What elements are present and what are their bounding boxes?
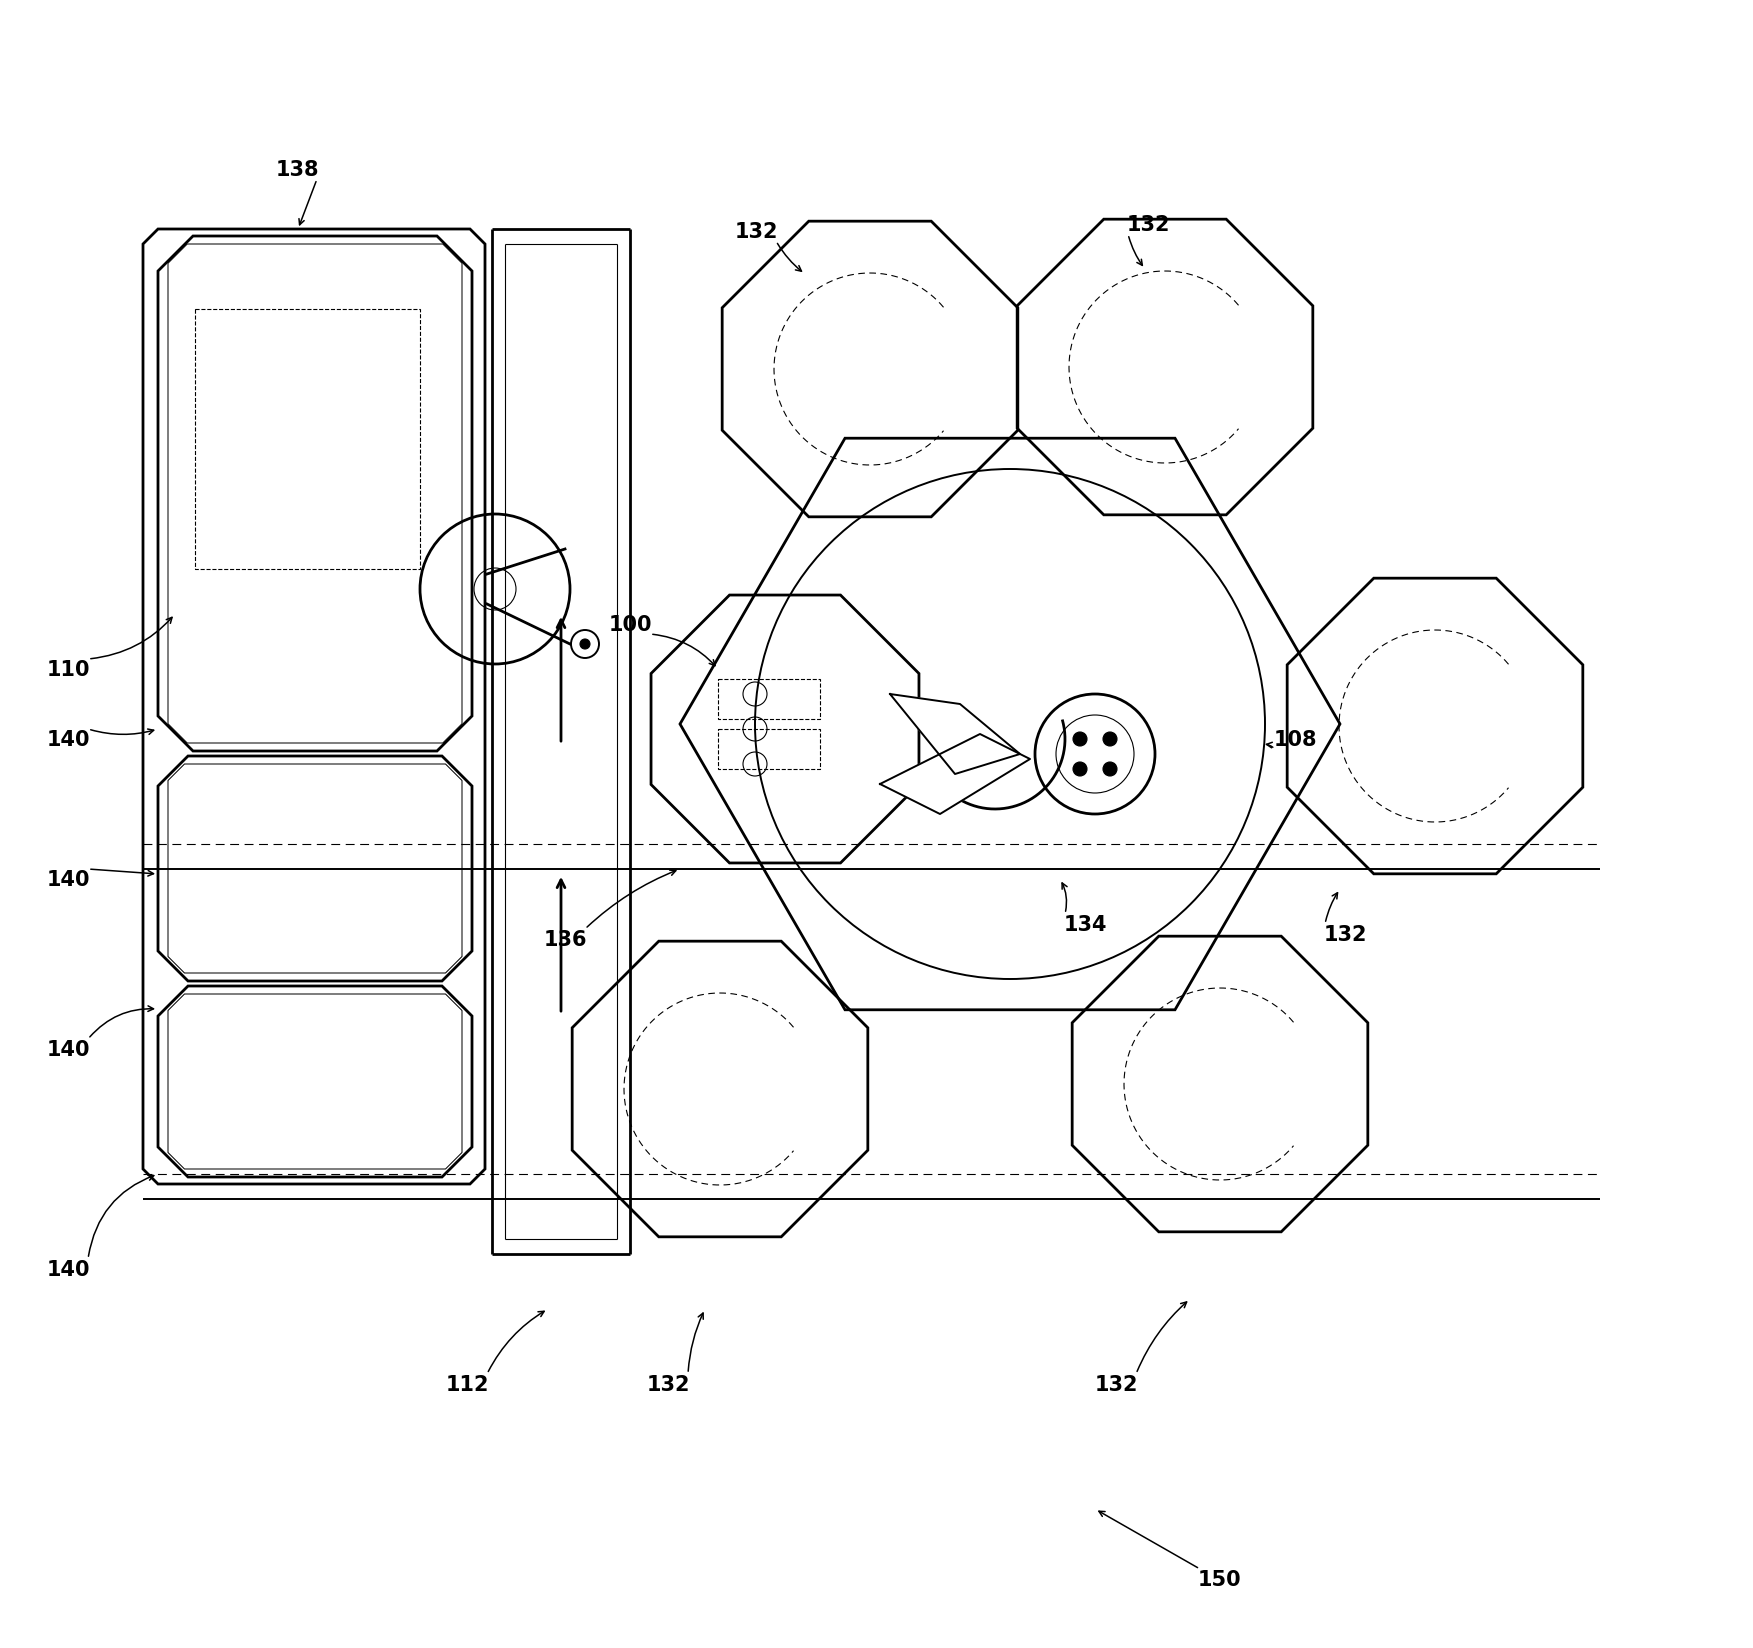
Circle shape bbox=[1073, 733, 1087, 747]
Text: 140: 140 bbox=[46, 1259, 89, 1279]
Circle shape bbox=[1073, 763, 1087, 776]
Text: 132: 132 bbox=[647, 1374, 689, 1394]
Text: 108: 108 bbox=[1273, 730, 1317, 750]
Polygon shape bbox=[891, 694, 1020, 775]
Text: 138: 138 bbox=[275, 160, 319, 180]
Text: 110: 110 bbox=[46, 659, 89, 679]
Text: 132: 132 bbox=[735, 222, 778, 242]
Text: 132: 132 bbox=[1125, 214, 1169, 236]
Text: 136: 136 bbox=[543, 929, 587, 949]
Text: 132: 132 bbox=[1324, 925, 1367, 944]
Text: 140: 140 bbox=[46, 870, 89, 890]
Text: 134: 134 bbox=[1064, 915, 1106, 934]
Text: 100: 100 bbox=[608, 615, 652, 634]
Text: 132: 132 bbox=[1094, 1374, 1138, 1394]
Polygon shape bbox=[880, 735, 1031, 814]
Text: 112: 112 bbox=[445, 1374, 489, 1394]
Text: 150: 150 bbox=[1199, 1569, 1241, 1589]
Circle shape bbox=[1103, 763, 1117, 776]
Circle shape bbox=[1103, 733, 1117, 747]
Circle shape bbox=[580, 639, 591, 649]
Text: 140: 140 bbox=[46, 730, 89, 750]
Text: 140: 140 bbox=[46, 1040, 89, 1060]
